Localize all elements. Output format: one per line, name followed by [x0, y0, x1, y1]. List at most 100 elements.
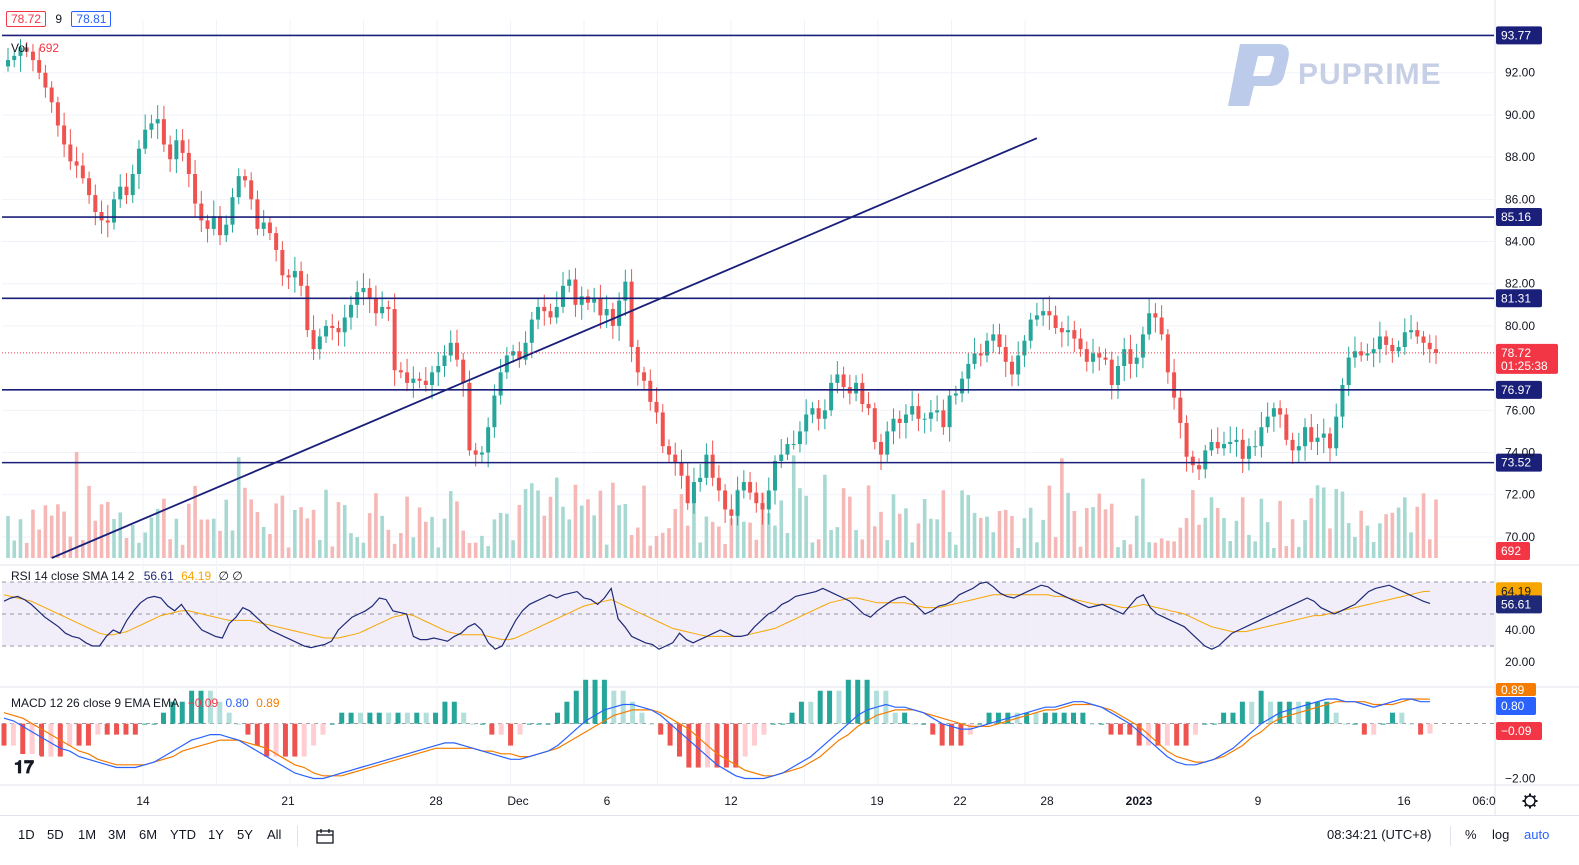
volume-bar	[311, 509, 316, 558]
range-all-button[interactable]: All	[267, 827, 282, 842]
volume-bar	[18, 519, 23, 558]
volume-bar	[723, 544, 727, 558]
candle-body	[1371, 349, 1376, 354]
macd-histogram-bar	[1343, 723, 1349, 725]
volume-bar	[530, 483, 534, 558]
range-1m-button[interactable]: 1M	[78, 827, 97, 842]
volume-bar	[498, 512, 503, 558]
macd-histogram-bar	[836, 690, 842, 724]
percent-scale-button[interactable]: %	[1465, 827, 1477, 842]
candle-body	[523, 342, 528, 360]
candle-body	[199, 203, 204, 221]
volume-bar	[330, 546, 335, 558]
volume-bar	[673, 509, 678, 558]
candle-body	[891, 418, 896, 432]
candle-body	[567, 279, 572, 286]
rsi-label: RSI 14 close SMA 14 2	[11, 569, 135, 583]
level-badge-label: 81.31	[1501, 291, 1531, 305]
macd-histogram-bar	[358, 712, 363, 724]
candle-body	[1321, 433, 1326, 438]
level-badge-label: 73.52	[1501, 456, 1531, 470]
candle-body	[1315, 437, 1320, 442]
auto-scale-button[interactable]: auto	[1524, 827, 1550, 842]
macd-histogram-bar	[639, 712, 645, 724]
volume-bar	[1128, 544, 1133, 558]
candle-body	[6, 60, 10, 67]
range-1d-button[interactable]: 1D	[18, 827, 35, 842]
volume-bar	[1421, 493, 1426, 558]
range-5y-button[interactable]: 5Y	[237, 827, 253, 842]
candle-body	[1178, 397, 1183, 423]
macd-hist-badge-label: −0.09	[1501, 724, 1532, 738]
spread-value: 9	[55, 12, 63, 26]
volume-bar	[879, 511, 883, 558]
volume-bar	[205, 519, 210, 558]
macd-label: MACD 12 26 close 9 EMA EMA	[11, 696, 179, 710]
volume-bar	[991, 532, 996, 558]
range-6m-button[interactable]: 6M	[139, 827, 158, 842]
volume-badge	[1496, 542, 1530, 560]
candle-body	[1034, 315, 1039, 320]
candle-body	[773, 460, 778, 491]
candle-body	[910, 406, 915, 415]
candle-body	[218, 216, 223, 236]
macd-histogram-bar	[630, 701, 636, 724]
range-3m-button[interactable]: 3M	[108, 827, 127, 842]
candle-body	[411, 378, 416, 383]
candle-body	[1421, 336, 1426, 343]
candle-body	[1303, 427, 1308, 447]
volume-bar	[168, 539, 172, 558]
candle-body	[685, 475, 690, 504]
macd-histogram-bar	[555, 712, 561, 724]
macd-histogram-bar	[1033, 712, 1039, 724]
date-range-icon[interactable]	[316, 828, 334, 844]
volume-bar	[1353, 536, 1357, 558]
candle-body	[348, 304, 353, 318]
volume-bar	[1215, 508, 1220, 558]
candle-body	[448, 342, 453, 356]
candle-body	[498, 372, 503, 396]
volume-bar	[374, 493, 378, 558]
macd-histogram-bar	[592, 679, 598, 724]
candle-body	[342, 317, 347, 333]
trading-chart[interactable]: 93.7785.1681.3176.9773.5278.7201:25:3869…	[0, 0, 1579, 815]
volume-bar	[916, 523, 921, 558]
macd-histogram-bar	[1230, 712, 1236, 724]
volume-bar	[941, 490, 946, 558]
volume-bar	[268, 534, 272, 558]
candle-body	[941, 410, 946, 428]
volume-bar	[561, 506, 565, 558]
candle-body	[1427, 342, 1432, 350]
candle-body	[99, 211, 104, 221]
volume-bar	[342, 505, 347, 558]
macd-histogram-bar	[1202, 723, 1208, 725]
volume-bar	[473, 542, 478, 558]
rsi-sma-line	[3, 590, 1431, 641]
volume-bar	[854, 530, 858, 558]
macd-histogram-bar	[995, 712, 1001, 724]
range-5d-button[interactable]: 5D	[47, 827, 64, 842]
log-scale-button[interactable]: log	[1492, 827, 1510, 842]
candle-body	[1109, 359, 1114, 385]
candle-body	[280, 249, 285, 276]
volume-bar	[704, 516, 709, 558]
volume-bar	[760, 492, 765, 558]
macd-histogram-bar	[798, 701, 804, 724]
macd-histogram-bar	[311, 723, 317, 746]
candle-body	[935, 410, 940, 413]
macd-histogram-bar	[1108, 723, 1114, 735]
macd-histogram-bar	[780, 723, 786, 725]
volume-bar	[542, 515, 547, 558]
volume-bar	[236, 457, 241, 558]
volume-bar	[1396, 507, 1401, 558]
tradingview-logo-icon[interactable]: 𝟏𝟕	[8, 754, 40, 780]
macd-histogram-bar	[489, 723, 495, 735]
range-1y-button[interactable]: 1Y	[208, 827, 224, 842]
macd-histogram-bar	[1136, 723, 1142, 746]
time-tick-label: 9	[1255, 794, 1262, 808]
candle-body	[1059, 328, 1064, 333]
settings-gear-icon[interactable]	[1522, 793, 1538, 809]
candle-body	[1041, 311, 1046, 316]
macd-histogram-bar	[179, 701, 185, 724]
range-ytd-button[interactable]: YTD	[170, 827, 196, 842]
